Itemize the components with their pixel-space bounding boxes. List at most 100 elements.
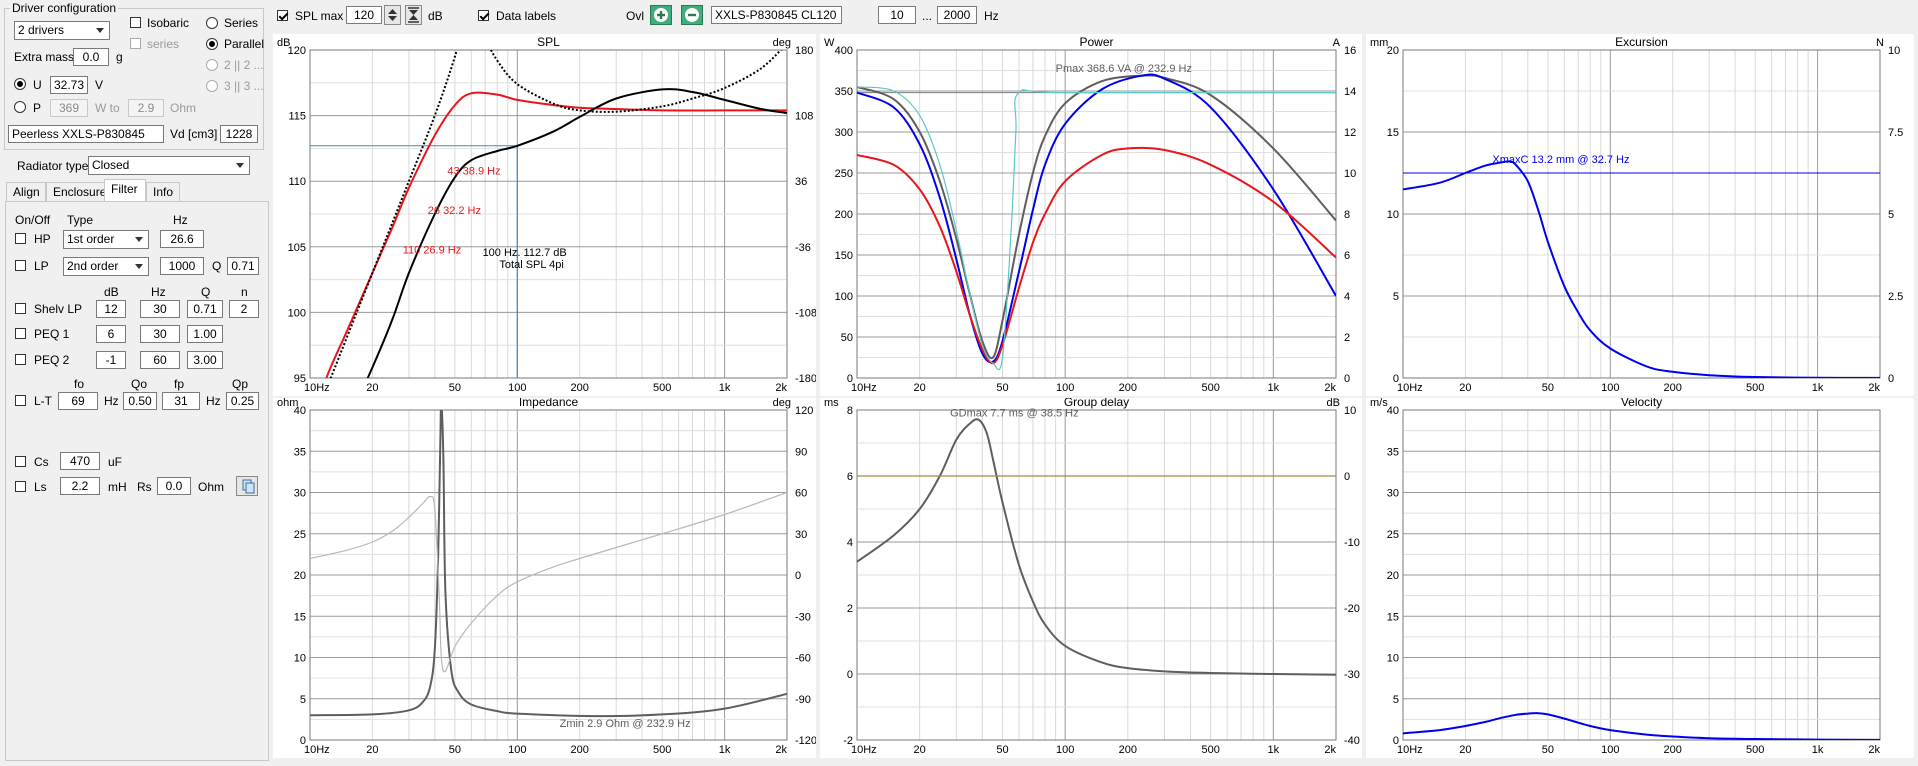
spl-fit-button[interactable] [405, 5, 422, 25]
shelv-lp-checkbox[interactable] [15, 303, 26, 314]
y-tick-label: 40 [1387, 405, 1399, 417]
option-3p3-radio[interactable] [206, 80, 218, 92]
y-tick-label: 15 [294, 611, 306, 623]
lt-label: L-T [34, 394, 52, 408]
data-annotation: 26 32.2 Hz [428, 205, 481, 217]
cs-input[interactable] [60, 452, 100, 470]
lp-label: LP [34, 259, 49, 273]
driver-config-group [4, 8, 264, 150]
isobaric-checkbox[interactable] [130, 17, 141, 28]
chevron-down-icon [96, 28, 104, 33]
shelv-q-input[interactable] [187, 300, 223, 318]
peq1-db-input[interactable] [96, 325, 126, 343]
ovl-remove-button[interactable] [681, 5, 703, 25]
tab-filter[interactable]: Filter [104, 179, 146, 202]
peq1-hz-input[interactable] [140, 325, 180, 343]
ohm-input[interactable] [128, 99, 164, 117]
y2-tick-label: 0 [795, 570, 801, 582]
extra-mass-unit: g [116, 50, 123, 64]
peq2-db-input[interactable] [96, 351, 126, 369]
lp-checkbox[interactable] [15, 260, 26, 271]
chart-title: Impedance [519, 398, 579, 409]
lt-qo-input[interactable] [123, 392, 157, 410]
x-tick-label: 500 [1201, 744, 1219, 756]
spl-chart[interactable]: SPL dB deg 120 115 110 105 100 95 180 108 36 -36 -108… [273, 34, 816, 396]
tab-enclosure[interactable]: Enclosure [46, 182, 106, 201]
ls-label: Ls [34, 480, 47, 494]
lt-checkbox[interactable] [15, 395, 26, 406]
cs-checkbox[interactable] [15, 456, 26, 467]
lp-hz-input[interactable] [160, 257, 204, 275]
spl-max-checkbox[interactable] [277, 10, 288, 21]
y2-tick-label: 180 [795, 45, 813, 57]
shelv-hz-input[interactable] [140, 300, 180, 318]
lt-fp-input[interactable] [162, 392, 200, 410]
y-tick-label: 5 [300, 694, 306, 706]
ovl-add-button[interactable] [650, 5, 672, 25]
peq1-q-input[interactable] [187, 325, 223, 343]
spl-spinner-button[interactable] [384, 5, 401, 25]
y-tick-label: 100 [288, 307, 306, 319]
col-fo-header: fo [74, 377, 85, 391]
extra-mass-input[interactable] [73, 48, 109, 66]
shelv-n-input[interactable] [229, 300, 259, 318]
lt-fo-input[interactable] [58, 392, 98, 410]
ls-input[interactable] [60, 477, 100, 495]
u-radio[interactable] [14, 78, 26, 90]
parallel-radio[interactable] [206, 38, 218, 50]
peq2-hz-input[interactable] [140, 351, 180, 369]
freq-hz-unit: Hz [984, 9, 999, 23]
lp-q-input[interactable] [227, 257, 259, 275]
hp-hz-input[interactable] [160, 230, 204, 248]
x-tick-label: 10Hz [851, 382, 877, 394]
hp-type-select[interactable]: 1st order [63, 230, 149, 249]
ls-checkbox[interactable] [15, 481, 26, 492]
data-annotation: Zmin 2.9 Ohm @ 232.9 Hz [560, 718, 691, 730]
series-radio[interactable] [206, 17, 218, 29]
plot-frame [856, 409, 1337, 741]
y-tick-label: 30 [1387, 488, 1399, 500]
vd-input[interactable] [220, 125, 258, 143]
vd-label: Vd [cm3] [170, 127, 218, 141]
freq-to-input[interactable] [937, 6, 977, 24]
p-power-input[interactable] [50, 99, 88, 117]
x-tick-label: 50 [449, 744, 461, 756]
shelv-db-input[interactable] [96, 300, 126, 318]
ovl-name-input[interactable] [711, 6, 842, 24]
lp-type-select[interactable]: 2nd order [63, 257, 149, 276]
y-tick-label: 20 [1387, 45, 1399, 57]
option-2p2-radio[interactable] [206, 59, 218, 71]
peq1-checkbox[interactable] [15, 328, 26, 339]
y2-tick-label: 120 [795, 405, 813, 417]
p-radio[interactable] [14, 101, 26, 113]
freq-from-input[interactable] [878, 6, 916, 24]
y-tick-label: 400 [835, 45, 853, 57]
data-annotation: GDmax 7.7 ms @ 38.5 Hz [950, 408, 1079, 420]
u-voltage-input[interactable] [50, 76, 88, 94]
copy-button[interactable] [236, 476, 258, 496]
y-tick-label: 5 [1393, 694, 1399, 706]
data-labels-checkbox[interactable] [478, 10, 489, 21]
drivers-select[interactable]: 2 drivers [14, 21, 110, 40]
rs-input[interactable] [157, 477, 191, 495]
series-line-gray [857, 418, 1336, 676]
series-line-cyan [857, 86, 1336, 371]
peq2-q-input[interactable] [187, 351, 223, 369]
series-sub-checkbox[interactable] [130, 38, 141, 49]
hp-checkbox[interactable] [15, 233, 26, 244]
radiator-type-select[interactable]: Closed [88, 156, 250, 175]
isobaric-label: Isobaric [147, 16, 190, 30]
lt-qp-input[interactable] [226, 392, 259, 410]
plot-frame [309, 409, 788, 741]
tab-info[interactable]: Info [146, 182, 180, 201]
spl-max-input[interactable] [346, 6, 382, 24]
y2-tick-label: -108 [795, 307, 816, 319]
peq2-checkbox[interactable] [15, 354, 26, 365]
tab-align[interactable]: Align [6, 182, 46, 201]
driver-name-input[interactable] [8, 125, 164, 143]
